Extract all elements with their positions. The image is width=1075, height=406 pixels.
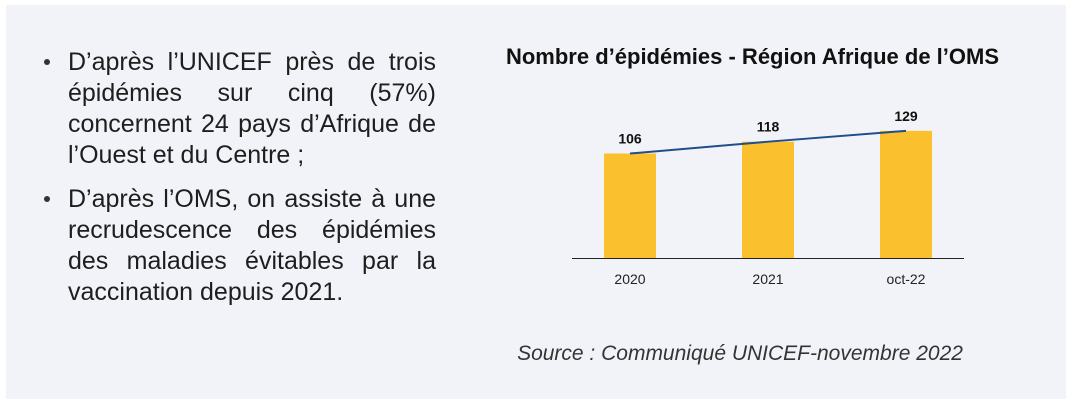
- data-label-2021: 118: [757, 119, 780, 135]
- bullet-text: D’après l’OMS, on assiste à une recrudes…: [68, 185, 436, 306]
- data-label-oct-22: 129: [894, 108, 918, 124]
- bar-chart: 106 118 129 2020 2021 oct-22: [572, 108, 964, 287]
- trend-line: [629, 129, 907, 155]
- bullet-dot-icon: [44, 59, 50, 65]
- bar-2021: [742, 141, 794, 258]
- x-tick-label-2020: 2020: [614, 271, 645, 287]
- x-tick-label-oct-22: oct-22: [887, 271, 926, 287]
- bullet-item-unicef: D’après l’UNICEF près de trois épidémies…: [44, 47, 436, 171]
- bullet-text: D’après l’UNICEF près de trois épidémies…: [68, 48, 436, 169]
- bullet-dot-icon: [44, 196, 50, 202]
- chart-title: Nombre d’épidémies - Région Afrique de l…: [505, 44, 1000, 69]
- bar-2020: [604, 153, 656, 258]
- bar-oct-22: [880, 130, 932, 258]
- data-label-2020: 106: [618, 131, 642, 147]
- bullet-list: D’après l’UNICEF près de trois épidémies…: [44, 47, 436, 308]
- x-tick-label-2021: 2021: [752, 271, 783, 287]
- bullet-item-oms: D’après l’OMS, on assiste à une recrudes…: [44, 184, 436, 308]
- source-caption: Source : Communiqué UNICEF-novembre 2022: [517, 342, 963, 365]
